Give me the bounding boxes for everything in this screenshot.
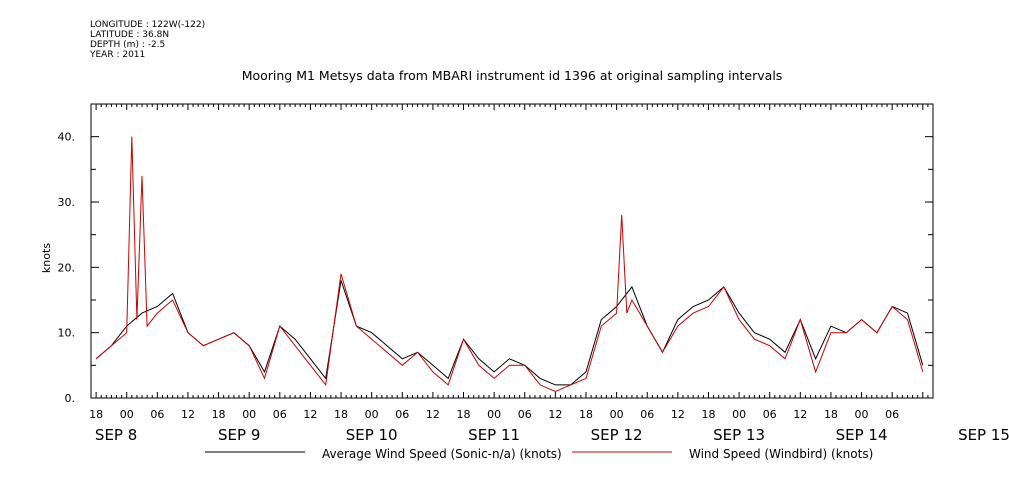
series-group (95, 136, 924, 393)
x-hour-label: 12 (671, 408, 685, 421)
x-hour-label: 12 (548, 408, 562, 421)
latitude-line: LATITUDE : 36.8N (90, 30, 170, 40)
x-date-label: SEP 9 (218, 426, 260, 444)
y-tick-label: 30. (58, 196, 76, 209)
x-hour-label: 00 (732, 408, 746, 421)
x-hour-label: 18 (701, 408, 715, 421)
x-hour-label: 12 (303, 408, 317, 421)
x-date-label: SEP 8 (95, 426, 137, 444)
y-axis-label: knots (40, 243, 53, 273)
series-windbird-line (95, 136, 924, 393)
x-hour-label: 06 (395, 408, 409, 421)
x-hour-label: 06 (640, 408, 654, 421)
plot-frame (90, 103, 934, 399)
y-tick-labels: 0. 10. 20. 30. 40. (58, 131, 76, 405)
axis-ticks (90, 103, 934, 399)
metadata-block: LONGITUDE : 122W(-122) LATITUDE : 36.8N … (90, 20, 205, 60)
x-hour-label: 00 (242, 408, 256, 421)
y-tick-label: 20. (58, 261, 76, 274)
chart-title: Mooring M1 Metsys data from MBARI instru… (242, 68, 783, 83)
x-hour-label: 18 (334, 408, 348, 421)
x-hour-label: 00 (365, 408, 379, 421)
longitude-line: LONGITUDE : 122W(-122) (90, 20, 206, 30)
x-hour-label: 06 (518, 408, 532, 421)
x-hour-label: 06 (273, 408, 287, 421)
x-hour-label: 06 (150, 408, 164, 421)
x-date-label: SEP 13 (713, 426, 765, 444)
x-date-label: SEP 10 (346, 426, 398, 444)
y-tick-label: 10. (58, 327, 76, 340)
x-hour-label: 18 (579, 408, 593, 421)
x-hour-label: 12 (181, 408, 195, 421)
x-hour-label: 00 (487, 408, 501, 421)
x-hour-label: 18 (89, 408, 103, 421)
x-hour-label: 18 (824, 408, 838, 421)
legend: Average Wind Speed (Sonic-n/a) (knots) Wi… (205, 447, 873, 461)
x-date-label: SEP 12 (591, 426, 643, 444)
y-tick-label: 40. (58, 131, 76, 144)
x-hour-label: 12 (793, 408, 807, 421)
depth-line: DEPTH (m) : -2.5 (90, 40, 166, 50)
legend-label: Wind Speed (Windbird) (knots) (689, 447, 873, 461)
x-date-labels: SEP 8 SEP 9 SEP 10 SEP 11 SEP 12 SEP 13 SEP 14… (95, 426, 1009, 444)
legend-label: Average Wind Speed (Sonic-n/a) (knots) (322, 447, 562, 461)
y-tick-label: 0. (65, 392, 76, 405)
series-average-wind-line (95, 280, 924, 386)
x-date-label: SEP 14 (836, 426, 888, 444)
x-hour-label: 00 (120, 408, 134, 421)
x-hour-labels: 18 00 06 12 18 00 06 12 18 00 06 12 18 00 06 12 18 00 06 12… (89, 408, 899, 421)
x-hour-label: 00 (855, 408, 869, 421)
x-hour-label: 12 (426, 408, 440, 421)
x-hour-label: 06 (763, 408, 777, 421)
x-hour-label: 18 (457, 408, 471, 421)
x-hour-label: 06 (885, 408, 899, 421)
x-hour-label: 00 (610, 408, 624, 421)
x-date-label: SEP 11 (468, 426, 520, 444)
x-date-label: SEP 15 (958, 426, 1009, 444)
x-hour-label: 18 (212, 408, 226, 421)
year-line: YEAR : 2011 (90, 50, 146, 60)
